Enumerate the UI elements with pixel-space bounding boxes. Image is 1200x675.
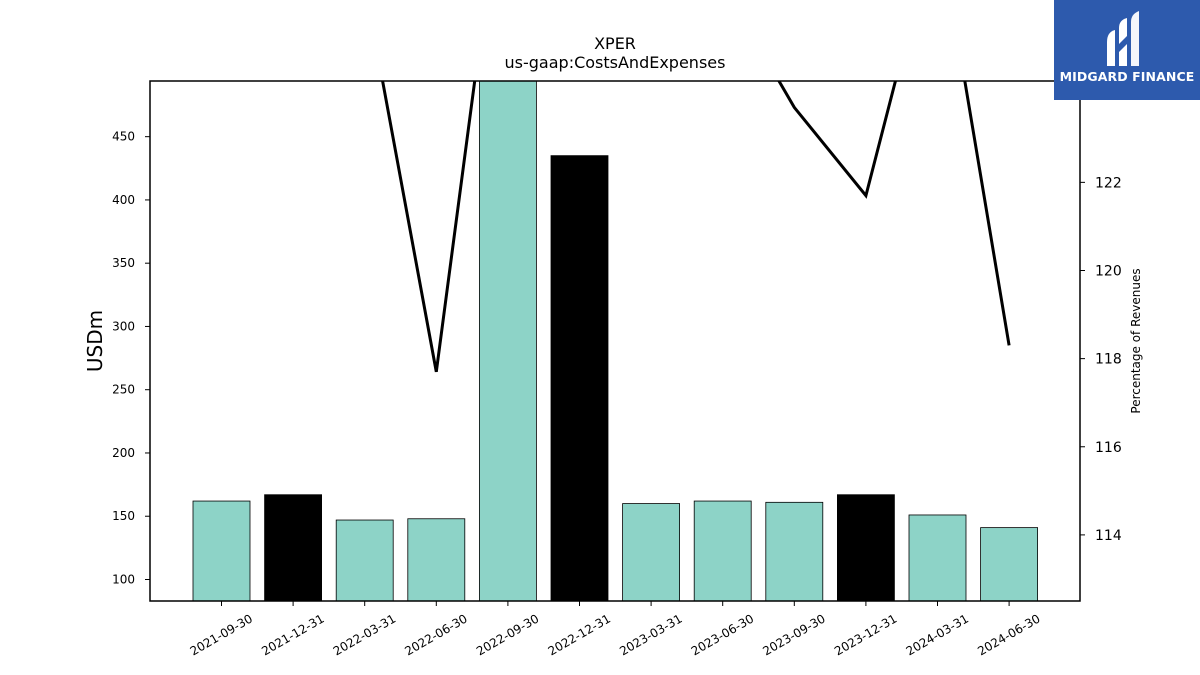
chart-title: XPER bbox=[594, 34, 636, 53]
bar-2023-09-30 bbox=[765, 501, 824, 601]
bar-series bbox=[192, 81, 1038, 601]
y2-tick-label: 116 bbox=[1095, 440, 1122, 456]
x-tick-label: 2023-06-30 bbox=[689, 611, 756, 658]
bar-2022-03-31 bbox=[335, 519, 394, 601]
x-tick-label: 2024-06-30 bbox=[975, 611, 1042, 658]
x-tick-label: 2021-12-31 bbox=[259, 611, 326, 658]
bar-2022-09-30 bbox=[478, 81, 537, 601]
y-tick-label: 350 bbox=[112, 256, 135, 270]
brand-logo: MIDGARD FINANCE bbox=[1054, 0, 1200, 100]
line-percentage-of-revenues bbox=[381, 81, 1011, 373]
x-tick-label: 2024-03-31 bbox=[904, 611, 971, 658]
x-tick-label: 2023-12-31 bbox=[832, 611, 899, 658]
y2-axis-label: Percentage of Revenues bbox=[1129, 268, 1143, 413]
bar-2024-03-31 bbox=[908, 514, 967, 601]
y-axis-label: USDm bbox=[83, 310, 107, 372]
x-tick-label: 2022-12-31 bbox=[546, 611, 613, 658]
logo-text: MIDGARD FINANCE bbox=[1059, 69, 1195, 84]
bar-2021-12-31 bbox=[264, 494, 323, 601]
bar-2022-06-30 bbox=[407, 518, 466, 601]
x-tick-label: 2023-03-31 bbox=[617, 611, 684, 658]
bar-2024-06-30 bbox=[980, 527, 1038, 601]
bar-2023-03-31 bbox=[622, 503, 680, 601]
y-tick-label: 400 bbox=[112, 193, 135, 207]
y-tick-label: 450 bbox=[112, 130, 135, 144]
y-tick-label: 150 bbox=[112, 509, 135, 523]
y-tick-label: 300 bbox=[112, 319, 135, 333]
y2-tick-label: 118 bbox=[1095, 352, 1122, 368]
x-tick-label: 2021-09-30 bbox=[188, 611, 255, 658]
bar-2022-12-31 bbox=[550, 155, 609, 601]
y-tick-label: 100 bbox=[112, 572, 135, 586]
y-axis-right: 114 116 118 120 122 bbox=[1080, 175, 1122, 544]
y2-tick-label: 120 bbox=[1095, 263, 1122, 279]
y-tick-label: 250 bbox=[112, 383, 135, 397]
midgard-logo-icon bbox=[1107, 11, 1139, 66]
y2-tick-label: 122 bbox=[1095, 175, 1122, 191]
bar-2023-06-30 bbox=[693, 500, 752, 601]
bar-2023-12-31 bbox=[837, 494, 895, 601]
bar-2021-09-30 bbox=[192, 500, 251, 601]
x-tick-label: 2022-06-30 bbox=[402, 611, 469, 658]
plot-frame bbox=[149, 80, 1081, 602]
chart-subtitle: us-gaap:CostsAndExpenses bbox=[505, 53, 726, 72]
y-tick-label: 200 bbox=[112, 446, 135, 460]
x-tick-label: 2023-09-30 bbox=[760, 611, 827, 658]
x-tick-label: 2022-09-30 bbox=[474, 611, 541, 658]
y-axis-left: 100 150 200 250 300 350 400 450 bbox=[112, 130, 150, 586]
line-series bbox=[381, 81, 1011, 373]
y2-tick-label: 114 bbox=[1095, 528, 1122, 544]
x-tick-label: 2022-03-31 bbox=[331, 611, 398, 658]
x-axis: 2021-09-30 2021-12-31 2022-03-31 2022-06-30… bbox=[188, 601, 1043, 658]
